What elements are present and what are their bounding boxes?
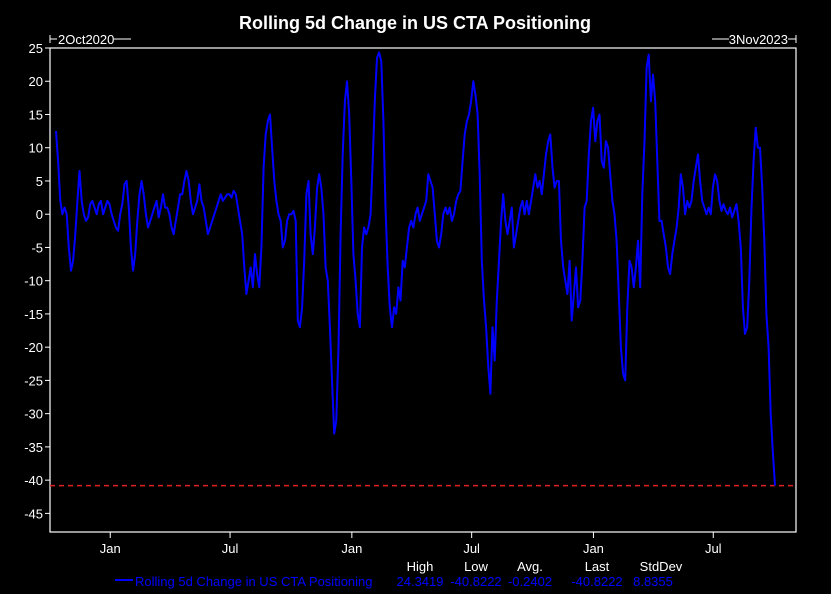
y-tick-label: -5 [31, 240, 43, 255]
y-tick-label: 20 [29, 74, 43, 89]
start-date-marker: 2Oct2020 [49, 32, 131, 47]
x-tick-label: Jul [222, 541, 239, 556]
y-tick-label: -15 [24, 307, 43, 322]
legend-stat-header: StdDev [640, 559, 683, 574]
y-tick-label: 0 [36, 207, 43, 222]
x-tick-label: Jul [463, 541, 480, 556]
start-date-label: 2Oct2020 [58, 32, 114, 47]
y-tick-label: -10 [24, 274, 43, 289]
y-tick-label: 10 [29, 141, 43, 156]
legend-stat-value: 8.8355 [633, 574, 673, 589]
legend-stat-value: -40.8222 [571, 574, 622, 589]
series-line [55, 51, 776, 486]
legend-stat-header: Low [464, 559, 488, 574]
x-axis: Jan Jul Jan Jul Jan Jul [100, 532, 722, 556]
legend-series-name: Rolling 5d Change in US CTA Positioning [135, 574, 373, 589]
end-date-marker: 3Nov2023 [712, 32, 797, 47]
y-axis: 25 20 15 10 5 0 -5 -10 -15 -20 -25 -30 -35 -40 -45 [24, 41, 50, 521]
legend-stat-header: High [407, 559, 434, 574]
plot-frame [49, 47, 797, 533]
legend-stat-value: -40.8222 [450, 574, 501, 589]
legend-stat-header: Last [585, 559, 610, 574]
x-tick-label: Jan [341, 541, 362, 556]
y-tick-label: 5 [36, 174, 43, 189]
y-tick-label: 25 [29, 41, 43, 56]
end-date-label: 3Nov2023 [729, 32, 788, 47]
chart-title: Rolling 5d Change in US CTA Positioning [239, 13, 591, 33]
y-tick-label: -20 [24, 340, 43, 355]
legend-stat-value: -0.2402 [508, 574, 552, 589]
legend: High Low Avg. Last StdDev Rolling 5d Change … [115, 559, 683, 589]
x-tick-label: Jan [100, 541, 121, 556]
x-tick-label: Jul [705, 541, 722, 556]
x-tick-label: Jan [583, 541, 604, 556]
y-tick-label: -35 [24, 440, 43, 455]
legend-stat-value: 24.3419 [397, 574, 444, 589]
y-tick-label: -30 [24, 407, 43, 422]
y-tick-label: 15 [29, 107, 43, 122]
y-tick-label: -40 [24, 473, 43, 488]
y-tick-label: -45 [24, 506, 43, 521]
legend-stat-header: Avg. [517, 559, 543, 574]
y-tick-label: -25 [24, 373, 43, 388]
